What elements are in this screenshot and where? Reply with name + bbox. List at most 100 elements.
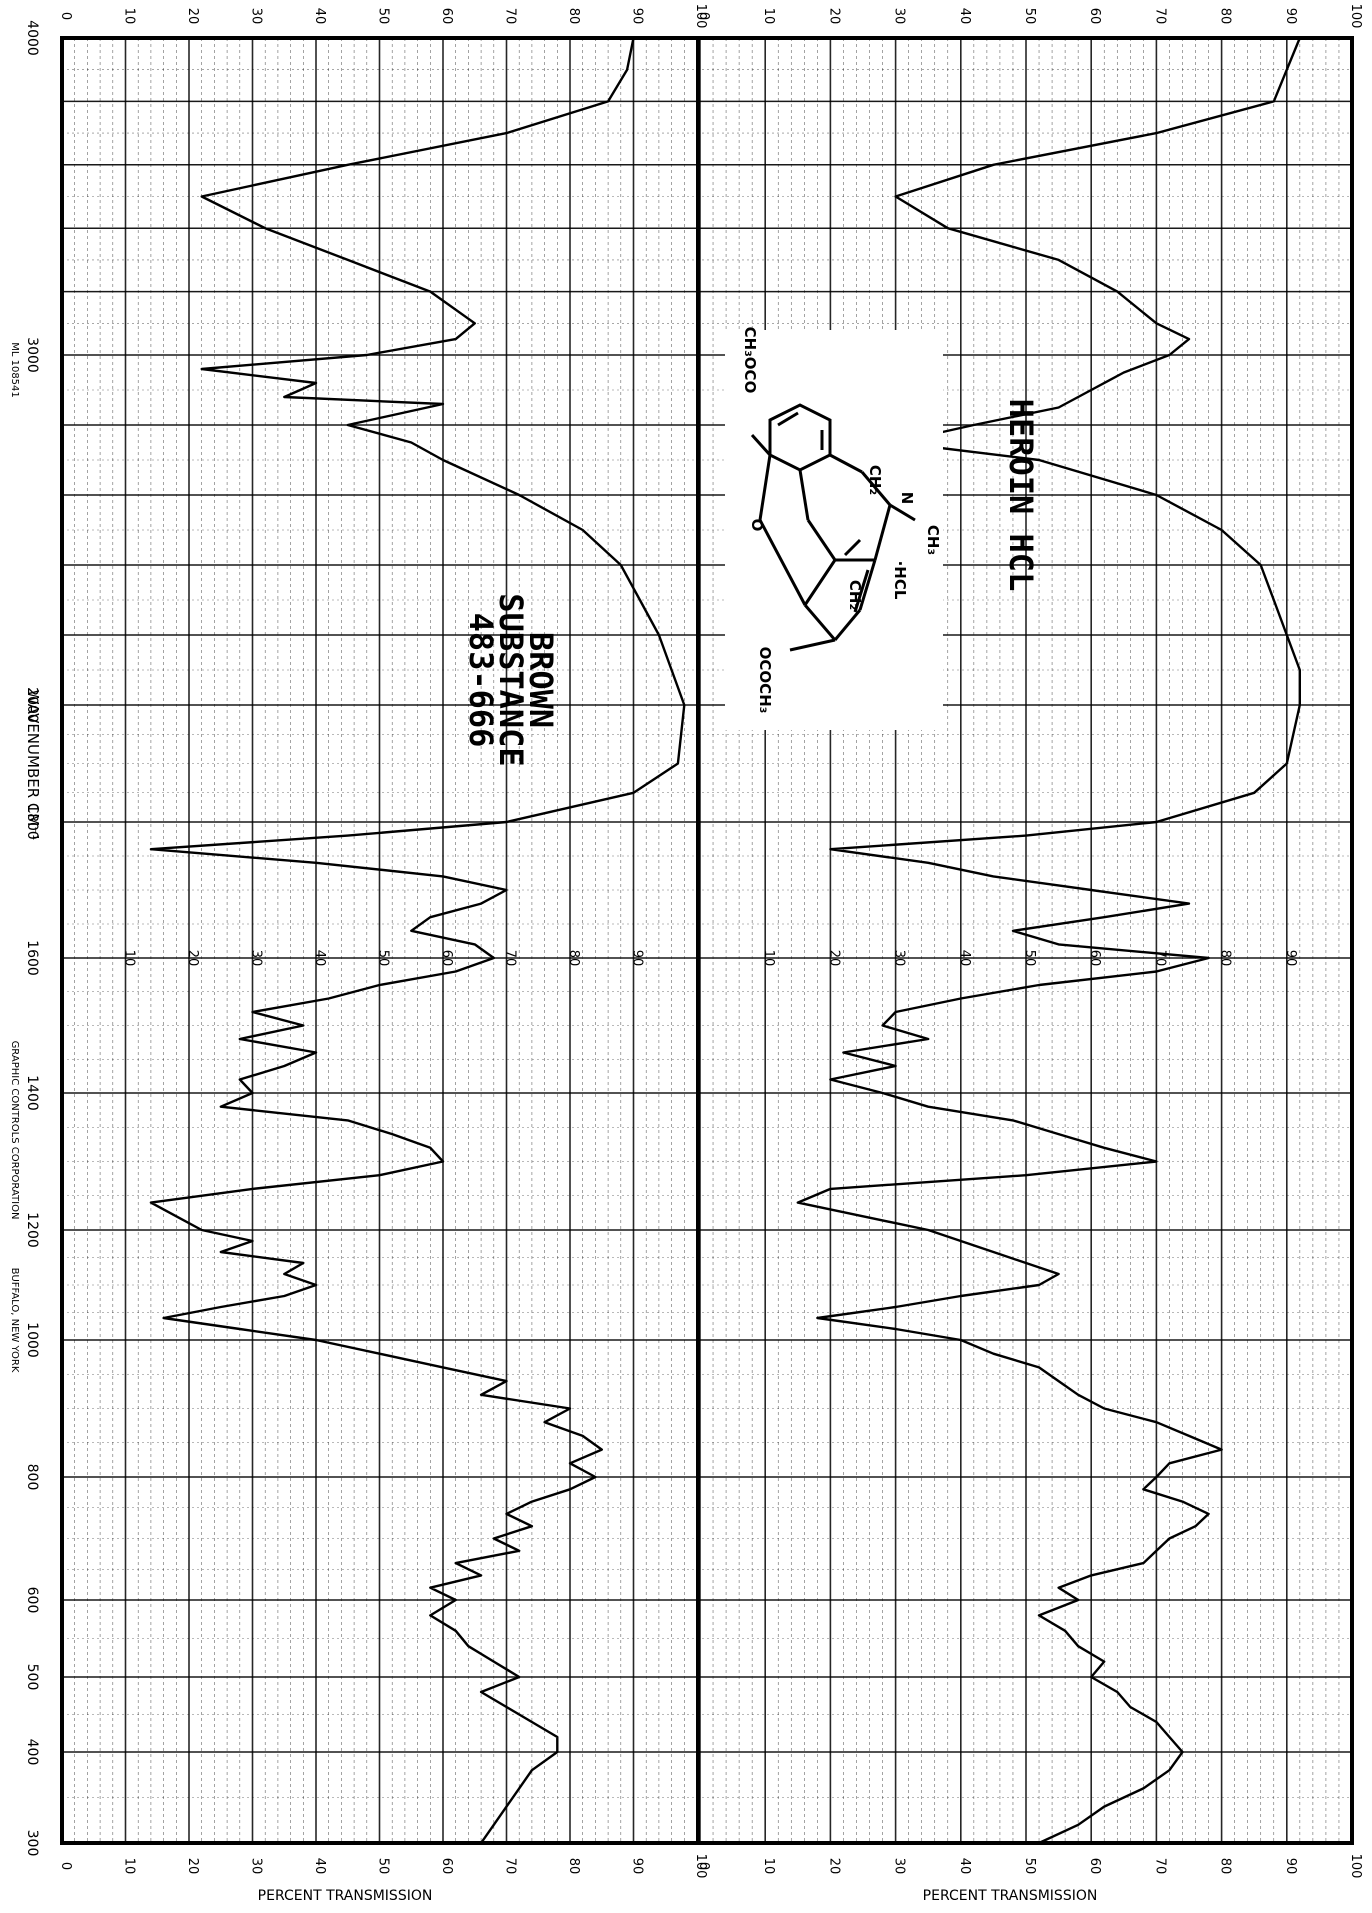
footer: ML 108541 GRAPHIC CONTROLS CORPORATION BUF… <box>9 342 20 1373</box>
structure-label: N <box>898 492 916 505</box>
x-axis-label: WAVENUMBER CM⁻¹ <box>24 690 42 841</box>
y-axis-label-right: PERCENT TRANSMISSION <box>923 1888 1098 1904</box>
inner-tick-right: 60 <box>1087 950 1102 967</box>
inner-tick-right: 80 <box>1218 950 1233 967</box>
transmission-tick-top-left: 20 <box>185 8 200 25</box>
transmission-tick-bottom-right: 100 <box>1348 1854 1363 1879</box>
transmission-tick-top-right: 10 <box>761 8 776 25</box>
transmission-tick-top-right: 90 <box>1283 8 1298 25</box>
transmission-tick-top-left: 0 <box>58 12 73 20</box>
structure-label: CH₃ <box>924 525 942 555</box>
transmission-tick-top-right: 70 <box>1152 8 1167 25</box>
plot-border <box>60 36 1354 1845</box>
transmission-tick-top-right: 30 <box>892 8 907 25</box>
structure-label: O <box>748 519 766 532</box>
heroin-structure-diagram <box>725 330 943 730</box>
grid <box>61 37 1353 1844</box>
transmission-tick-top-left: 10 <box>122 8 137 25</box>
y-axis-label-left: PERCENT TRANSMISSION <box>258 1888 433 1904</box>
transmission-tick-top-right: 40 <box>957 8 972 25</box>
transmission-tick-bottom-right: 20 <box>826 1858 841 1875</box>
transmission-tick-top-right: 20 <box>826 8 841 25</box>
transmission-tick-top-right: 0 <box>696 12 711 20</box>
transmission-tick-top-right: 80 <box>1218 8 1233 25</box>
footer-company: GRAPHIC CONTROLS CORPORATION <box>9 1041 20 1220</box>
inner-tick-right: 40 <box>957 950 972 967</box>
transmission-tick-top-right: 50 <box>1022 8 1037 25</box>
chart-frame <box>60 36 1354 1845</box>
transmission-tick-bottom-right: 70 <box>1152 1858 1167 1875</box>
transmission-tick-bottom-left: 100 <box>693 1854 708 1879</box>
inner-tick-left: 90 <box>630 950 645 967</box>
transmission-tick-bottom-left: 40 <box>312 1858 327 1875</box>
inner-tick-right: 10 <box>761 950 776 967</box>
inner-tick-right: 50 <box>1022 950 1037 967</box>
inner-tick-right: 90 <box>1283 950 1298 967</box>
transmission-tick-top-left: 30 <box>249 8 264 25</box>
inner-tick-left: 50 <box>376 950 391 967</box>
left-title-line: SUBSTANCE <box>492 593 530 766</box>
transmission-tick-top-right: 60 <box>1087 8 1102 25</box>
wavenumber-tick-label: 600 <box>24 1587 40 1614</box>
transmission-tick-top-left: 50 <box>376 8 391 25</box>
inner-tick-left: 20 <box>185 950 200 967</box>
transmission-tick-bottom-right: 60 <box>1087 1858 1102 1875</box>
transmission-tick-bottom-right: 40 <box>957 1858 972 1875</box>
wavenumber-tick-label: 1600 <box>24 940 40 976</box>
wavenumber-tick-label: 400 <box>24 1739 40 1766</box>
transmission-tick-top-left: 40 <box>312 8 327 25</box>
structure-label: CH₃OCO <box>741 327 759 394</box>
structure-label: ·HCL <box>891 561 909 600</box>
transmission-tick-bottom-right: 90 <box>1283 1858 1298 1875</box>
transmission-tick-bottom-left: 30 <box>249 1858 264 1875</box>
wavenumber-tick-label: 1400 <box>24 1075 40 1111</box>
footer-part-number: ML 108541 <box>9 342 20 398</box>
structure-labels: CH₃OCO O N CH₃ ·HCL CH₂ CH₂ OCOCH₃ <box>741 327 942 714</box>
structure-label: CH₂ <box>846 580 864 610</box>
transmission-tick-bottom-left: 80 <box>566 1858 581 1875</box>
inner-tick-left: 60 <box>439 950 454 967</box>
transmission-tick-bottom-right: 50 <box>1022 1858 1037 1875</box>
wavenumber-tick-label: 2000 <box>24 687 40 723</box>
wavenumber-tick-label: 1200 <box>24 1212 40 1248</box>
transmission-tick-bottom-left: 0 <box>58 1862 73 1870</box>
inner-tick-right: 30 <box>892 950 907 967</box>
transmission-tick-bottom-left: 60 <box>439 1858 454 1875</box>
inner-tick-right: 20 <box>826 950 841 967</box>
wavenumber-tick-label: 300 <box>24 1830 40 1857</box>
inner-tick-left: 30 <box>249 950 264 967</box>
transmission-tick-bottom-right: 30 <box>892 1858 907 1875</box>
inner-tick-left: 80 <box>566 950 581 967</box>
transmission-tick-bottom-right: 10 <box>761 1858 776 1875</box>
wavenumber-tick-label: 4000 <box>24 20 40 56</box>
wavenumber-tick-label: 500 <box>24 1664 40 1691</box>
transmission-tick-bottom-left: 20 <box>185 1858 200 1875</box>
inner-tick-left: 70 <box>503 950 518 967</box>
wavenumber-tick-label: 1000 <box>24 1322 40 1358</box>
transmission-tick-bottom-left: 70 <box>503 1858 518 1875</box>
inner-tick-right: 70 <box>1152 950 1167 967</box>
wavenumber-tick-label: 800 <box>24 1464 40 1491</box>
transmission-tick-bottom-left: 50 <box>376 1858 391 1875</box>
transmission-tick-bottom-right: 80 <box>1218 1858 1233 1875</box>
transmission-tick-top-right: 100 <box>1348 4 1363 29</box>
transmission-tick-bottom-left: 10 <box>122 1858 137 1875</box>
transmission-tick-top-left: 80 <box>566 8 581 25</box>
series-line-left <box>149 37 686 1844</box>
inner-tick-left: 10 <box>122 950 137 967</box>
series-line-right <box>796 37 1302 1845</box>
transmission-tick-top-left: 60 <box>439 8 454 25</box>
wavenumber-tick-label: 3000 <box>24 337 40 373</box>
right-title: HEROIN HCL <box>1002 399 1040 592</box>
wavenumber-tick-label: 1800 <box>24 804 40 840</box>
footer-city: BUFFALO, NEW YORK <box>9 1268 20 1373</box>
transmission-tick-top-left: 70 <box>503 8 518 25</box>
transmission-tick-top-left: 90 <box>630 8 645 25</box>
structure-label: CH₂ <box>866 465 884 495</box>
left-title-line: 483-666 <box>462 613 500 748</box>
transmission-tick-bottom-right: 0 <box>696 1862 711 1870</box>
left-title-line: BROWN <box>522 632 560 728</box>
tick-labels: 4000300020001800160014001200100080060050… <box>24 4 1363 1904</box>
